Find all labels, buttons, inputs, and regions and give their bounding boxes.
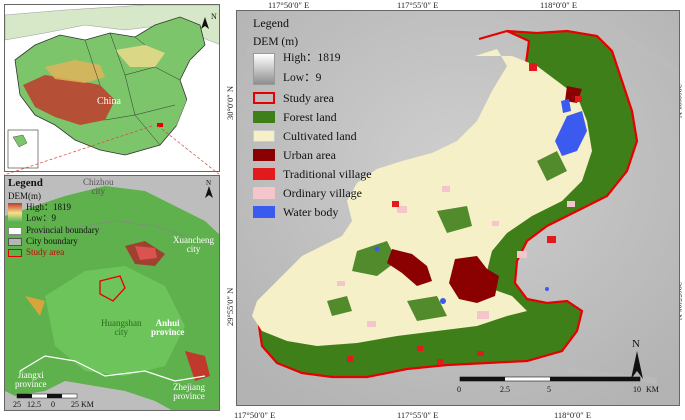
- main-scale-tick: 2.5: [500, 385, 510, 394]
- legend-item-ordinary-village: Ordinary village: [253, 186, 372, 201]
- region-scale-tick: 12.5: [27, 400, 41, 409]
- main-dem-gradient: [253, 52, 275, 85]
- main-scale-tick: 10: [633, 385, 641, 394]
- region-legend-item-provincial: Provincial boundary: [8, 225, 99, 236]
- main-dem-low: Low：9: [283, 72, 322, 84]
- region-legend-title: Legend: [8, 177, 43, 189]
- region-scale-tick: 25: [13, 400, 21, 409]
- place-chizhou: Chizhou city: [83, 177, 114, 197]
- legend-label: Ordinary village: [283, 186, 362, 200]
- cultivated-swatch: [253, 130, 275, 142]
- ordinary-village-swatch: [253, 187, 275, 199]
- traditional-village-swatch: [253, 168, 275, 180]
- water-swatch: [253, 206, 275, 218]
- legend-label: Cultivated land: [283, 129, 357, 143]
- forest-swatch: [253, 111, 275, 123]
- legend-label: Forest land: [283, 110, 337, 124]
- main-legend: Legend DEM (m) High：1819 Low：9 Study are…: [253, 17, 372, 224]
- region-legend-item-study: Study area: [8, 247, 99, 258]
- region-dem-label: DEM(m): [8, 191, 41, 201]
- region-dem-gradient: [8, 203, 22, 223]
- place-xuancheng: Xuancheng city: [173, 235, 214, 255]
- urban-swatch: [253, 149, 275, 161]
- region-legend-item-city: City boundary: [8, 236, 99, 247]
- study-area-swatch: [8, 248, 22, 257]
- legend-label: Water body: [283, 205, 339, 219]
- study-area-swatch: [253, 92, 275, 104]
- legend-item-water: Water body: [253, 205, 372, 220]
- region-legend-label: Provincial boundary: [26, 225, 100, 235]
- main-scale-tick: 5: [547, 385, 551, 394]
- bottom-tick: 118°0′0″ E: [554, 410, 592, 420]
- left-tick: 30°0′0″ N: [225, 85, 235, 120]
- region-legend-label: Study area: [26, 247, 65, 257]
- legend-item-study-area: Study area: [253, 91, 372, 106]
- legend-label: Urban area: [283, 148, 336, 162]
- main-dem-high: High：1819: [283, 51, 341, 64]
- main-map-graphic: N: [237, 11, 679, 405]
- legend-label: Traditional village: [283, 167, 372, 181]
- legend-item-urban: Urban area: [253, 148, 372, 163]
- bottom-tick: 117°55′0″ E: [397, 410, 439, 420]
- main-scale-tick: 0: [457, 385, 461, 394]
- provincial-boundary-swatch: [8, 226, 22, 235]
- svg-text:N: N: [206, 179, 211, 187]
- main-dem-label: DEM (m): [253, 36, 299, 48]
- region-scale-tick: 0: [51, 400, 55, 409]
- china-inset-map: N China: [4, 4, 220, 172]
- legend-item-traditional-village: Traditional village: [253, 167, 372, 182]
- legend-item-forest: Forest land: [253, 110, 372, 125]
- region-map-graphic: N: [5, 176, 219, 410]
- svg-text:N: N: [211, 12, 217, 21]
- china-label: China: [97, 96, 121, 107]
- region-dem-high: High：1819: [26, 202, 72, 212]
- legend-item-cultivated: Cultivated land: [253, 129, 372, 144]
- main-legend-title: Legend: [253, 16, 289, 30]
- main-scale-unit: KM: [646, 385, 659, 394]
- china-map-graphic: N: [5, 5, 219, 171]
- city-boundary-swatch: [8, 237, 22, 246]
- bottom-tick: 117°50′0″ E: [234, 410, 276, 420]
- top-tick: 117°55′0″ E: [397, 0, 439, 10]
- region-scale-tick: 25 KM: [71, 400, 94, 409]
- main-dem-scale: High：1819 Low：9: [253, 51, 372, 85]
- place-zhejiang: Zhejiang province: [173, 382, 205, 402]
- place-jiangxi: Jiangxi province: [15, 370, 47, 390]
- place-huangshan: Huangshan city: [101, 318, 142, 338]
- region-legend-label: City boundary: [26, 236, 78, 246]
- legend-label: Study area: [283, 91, 334, 105]
- region-inset-map: N Legend DEM(m) High：1819 Low：9 Provinci…: [4, 175, 220, 411]
- region-legend: Legend DEM(m) High：1819 Low：9 Provincial…: [8, 178, 99, 258]
- top-tick: 117°50′0″ E: [268, 0, 310, 10]
- region-dem-low: Low：9: [26, 213, 56, 223]
- left-tick: 29°55′0″ N: [225, 287, 235, 326]
- top-tick: 118°0′0″ E: [540, 0, 578, 10]
- place-anhui: Anhui province: [151, 318, 185, 338]
- main-landuse-map: N Legend DEM (m) High：1819 Low：9 Study a…: [236, 10, 680, 406]
- svg-text:N: N: [632, 338, 640, 350]
